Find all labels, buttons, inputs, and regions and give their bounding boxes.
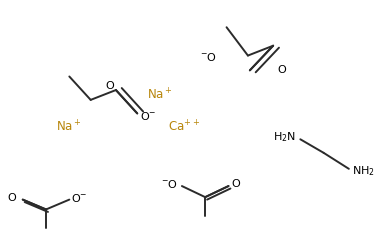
Text: $\mathregular{O^{-}}$: $\mathregular{O^{-}}$	[71, 192, 88, 204]
Text: $\mathregular{Na^+}$: $\mathregular{Na^+}$	[56, 119, 81, 135]
Text: O: O	[105, 81, 114, 91]
Text: $\mathregular{^{-}O}$: $\mathregular{^{-}O}$	[200, 51, 217, 63]
Text: O: O	[277, 65, 286, 75]
Text: O: O	[231, 179, 240, 189]
Text: $\mathregular{Ca^{++}}$: $\mathregular{Ca^{++}}$	[168, 119, 200, 135]
Text: $\mathregular{H_2N}$: $\mathregular{H_2N}$	[273, 130, 296, 144]
Text: $\mathregular{^{-}O}$: $\mathregular{^{-}O}$	[161, 178, 178, 190]
Text: $\mathregular{O^{-}}$: $\mathregular{O^{-}}$	[140, 110, 157, 122]
Text: $\mathregular{NH_2}$: $\mathregular{NH_2}$	[352, 164, 375, 178]
Text: $\mathregular{Na^+}$: $\mathregular{Na^+}$	[147, 87, 173, 103]
Text: O: O	[7, 193, 16, 203]
